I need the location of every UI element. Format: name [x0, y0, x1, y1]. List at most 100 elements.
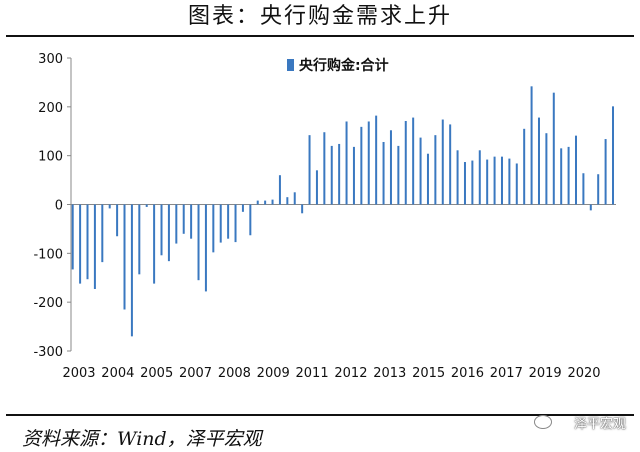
bar [182, 204, 185, 234]
y-tick-label: -300 [33, 345, 63, 360]
y-tick-label: -200 [33, 296, 63, 311]
bar [426, 153, 429, 205]
title-rule-bottom [6, 35, 634, 37]
bar [345, 121, 348, 205]
x-tick-label: 2009 [257, 366, 290, 381]
bar [123, 204, 126, 310]
bar-chart: 300 200 100 0 -100 -200 -300 2003 2004 2005 2007 2… [33, 52, 616, 381]
bar [79, 204, 82, 284]
x-tick-label: 2013 [373, 366, 406, 381]
bar [597, 174, 600, 205]
x-tick-label: 2004 [101, 366, 134, 381]
bar [308, 135, 311, 205]
bar [145, 204, 148, 207]
bar [130, 204, 133, 337]
bar [604, 139, 607, 205]
y-tick-label: -100 [33, 247, 63, 262]
wechat-icon [534, 415, 552, 429]
bar [286, 197, 289, 205]
bar [278, 175, 281, 205]
y-tick-label: 0 [55, 199, 63, 214]
bar [552, 92, 555, 205]
x-tick-label: 2008 [218, 366, 251, 381]
bar [382, 141, 385, 205]
bar [545, 133, 548, 205]
bar [264, 200, 267, 205]
bar [500, 156, 503, 205]
x-tick-label: 2020 [567, 366, 600, 381]
bar [138, 204, 141, 275]
bar [412, 117, 415, 205]
bar [271, 199, 274, 205]
bar [86, 204, 89, 280]
bar [478, 150, 481, 205]
bar [108, 204, 111, 209]
bar [367, 121, 370, 205]
bar [404, 120, 407, 205]
x-tick-label: 2016 [451, 366, 484, 381]
bar [315, 170, 318, 205]
x-tick-label: 2005 [140, 366, 173, 381]
bar [456, 150, 459, 205]
bar [256, 200, 259, 205]
legend-swatch [287, 59, 294, 71]
bar [375, 115, 378, 205]
bar [612, 106, 614, 205]
bar [508, 158, 511, 205]
bar [560, 148, 563, 205]
bar [352, 146, 355, 205]
bar [493, 156, 496, 205]
bar [419, 137, 422, 205]
bar [197, 204, 200, 281]
figure-title: 图表：央行购金需求上升 [187, 4, 452, 29]
bar [323, 132, 326, 205]
x-tick-label: 2017 [490, 366, 523, 381]
bar [574, 135, 577, 205]
bar [249, 204, 252, 236]
bar [434, 135, 437, 205]
footer-rule [6, 414, 634, 416]
y-tick-label: 100 [38, 150, 63, 165]
x-tick-label: 2012 [334, 366, 367, 381]
x-tick-label: 2003 [62, 366, 95, 381]
bar [486, 159, 489, 205]
bar [153, 204, 156, 284]
bar [567, 146, 570, 205]
bar [234, 204, 237, 243]
y-tick-label: 200 [38, 101, 63, 116]
bar [93, 204, 96, 289]
legend-label: 央行购金:合计 [299, 57, 389, 74]
bar [212, 204, 215, 253]
bar [160, 204, 163, 256]
bar [330, 145, 333, 205]
bar [301, 204, 304, 214]
y-tick-label: 300 [38, 52, 63, 67]
bar [537, 117, 540, 205]
bar [515, 163, 518, 205]
bar [389, 130, 392, 205]
bar [582, 173, 585, 205]
bar [449, 124, 452, 205]
bar [338, 143, 341, 205]
bar [463, 162, 466, 205]
bar [219, 204, 222, 243]
watermark: 泽平宏观 [573, 417, 626, 432]
bar [227, 204, 230, 239]
bar [589, 204, 592, 211]
bar [167, 204, 170, 262]
bar [293, 192, 296, 205]
bar [523, 128, 526, 205]
bar [397, 145, 400, 205]
x-tick-label: 2019 [529, 366, 562, 381]
bar [101, 204, 104, 263]
bar [441, 119, 444, 205]
bar [204, 204, 207, 292]
bar [530, 86, 533, 205]
bar [190, 204, 193, 239]
bar [116, 204, 119, 237]
bar [241, 204, 244, 212]
x-tick-label: 2015 [412, 366, 445, 381]
bar [471, 160, 474, 205]
x-tick-label: 2007 [179, 366, 212, 381]
bar [175, 204, 178, 244]
